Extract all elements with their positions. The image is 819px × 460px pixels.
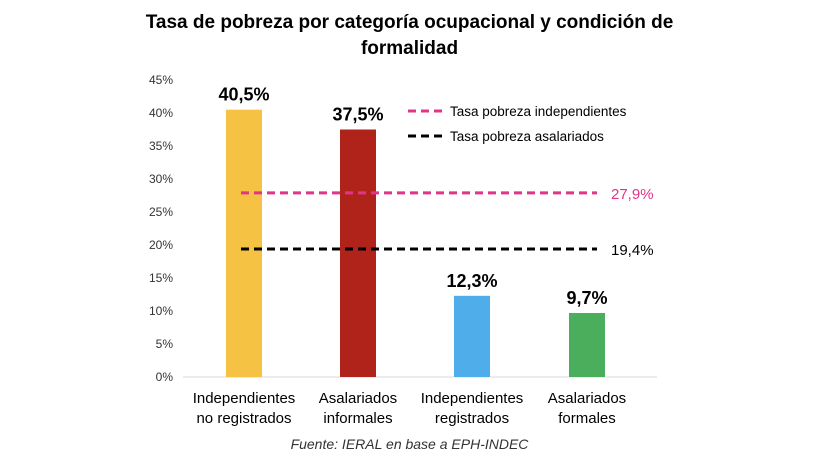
bar (340, 129, 376, 377)
legend-label: Tasa pobreza asalariados (450, 129, 604, 144)
y-tick-label: 35% (149, 139, 173, 153)
chart-source: Fuente: IERAL en base a EPH-INDEC (290, 436, 529, 452)
y-tick-label: 20% (149, 238, 173, 252)
chart-title: Tasa de pobreza por categoría ocupaciona… (0, 10, 819, 62)
x-tick-label: formales (558, 410, 616, 427)
reference-line-label: 19,4% (611, 242, 654, 259)
bar (454, 295, 490, 377)
chart-title-line-1: Tasa de pobreza por categoría ocupaciona… (145, 12, 674, 33)
y-tick-label: 45% (149, 73, 173, 87)
y-tick-label: 5% (156, 337, 174, 351)
x-tick-label: Asalariados (548, 390, 626, 407)
y-tick-label: 10% (149, 304, 173, 318)
reference-line-label: 27,9% (611, 186, 654, 203)
x-tick-label: informales (323, 410, 392, 427)
data-label: 12,3% (446, 271, 497, 291)
data-label: 37,5% (332, 105, 383, 125)
y-tick-label: 15% (149, 271, 173, 285)
legend-label: Tasa pobreza independientes (450, 104, 627, 119)
x-tick-label: Independientes (421, 390, 524, 407)
y-tick-label: 30% (149, 172, 173, 186)
x-tick-label: registrados (435, 410, 509, 427)
x-tick-label: Asalariados (319, 390, 397, 407)
chart-title-line-2: formalidad (360, 38, 459, 59)
x-tick-label: no registrados (196, 410, 291, 427)
x-tick-label: Independientes (193, 390, 296, 407)
data-label: 40,5% (218, 85, 269, 105)
y-tick-label: 40% (149, 106, 173, 120)
y-tick-label: 0% (156, 370, 174, 384)
y-tick-label: 25% (149, 205, 173, 219)
data-label: 9,7% (566, 288, 607, 308)
bar (569, 312, 605, 377)
bar (226, 109, 262, 377)
